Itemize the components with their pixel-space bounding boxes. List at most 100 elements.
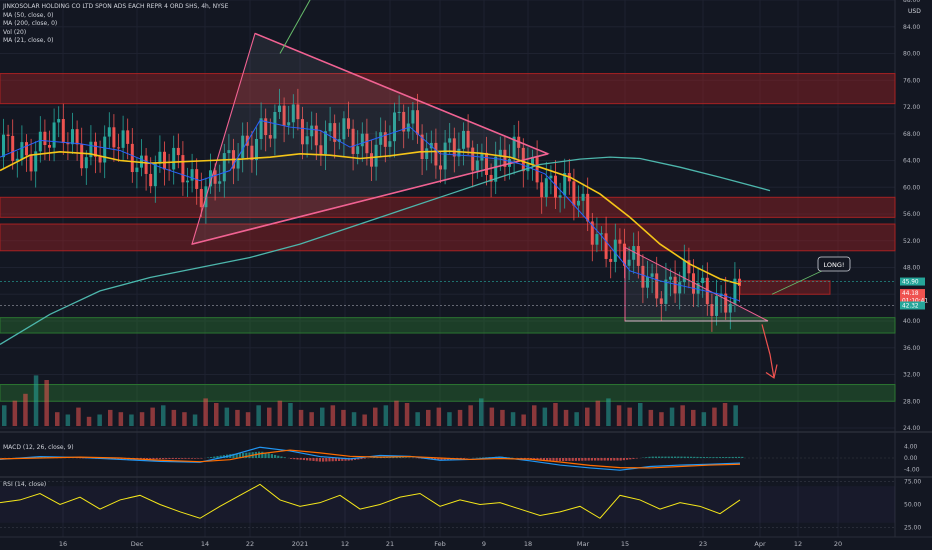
candle-body	[15, 158, 19, 161]
y-tick-label: 28.00	[903, 398, 920, 405]
projection-arrow	[761, 324, 775, 378]
candle-body	[558, 195, 562, 198]
price-label-box	[900, 277, 925, 286]
rsi-line	[0, 483, 741, 519]
volume-bar	[510, 412, 516, 426]
volume-bar	[468, 405, 473, 426]
candle-body	[250, 145, 254, 161]
rsi-title: RSI (14, close)	[3, 481, 46, 488]
moving-averages	[0, 119, 895, 345]
macd-hist-bar	[619, 458, 622, 461]
candle-body	[310, 125, 314, 137]
macd-hist-bar	[574, 458, 577, 461]
macd-hist-bar	[728, 456, 731, 458]
macd-hist-bar	[734, 456, 737, 458]
macd-tick-label: 4.00	[904, 444, 918, 451]
indicator-ma50[interactable]: MA (50, close, 0)	[3, 11, 54, 19]
indicator-vol[interactable]: Vol (20)	[3, 28, 27, 36]
macd-hist-bar	[645, 457, 648, 458]
macd-hist-bar	[405, 457, 408, 458]
candle-body	[135, 167, 139, 173]
macd-hist-bar	[280, 456, 283, 458]
macd-hist-bar	[722, 457, 725, 458]
volume-bar	[733, 405, 738, 426]
volume-bar	[479, 398, 484, 426]
candle-body	[388, 141, 392, 147]
macd-hist-bar	[699, 456, 702, 458]
x-tick-label: 16	[59, 540, 67, 548]
candle-body	[351, 128, 355, 154]
candle-body	[356, 146, 360, 154]
candle-body	[659, 298, 663, 304]
macd-hist-bar	[648, 456, 651, 458]
macd-hist-bar	[536, 458, 539, 461]
signal-line	[0, 449, 741, 469]
y-tick-label: 88.00	[903, 0, 920, 4]
candle-body	[43, 131, 47, 146]
indicator-ma200[interactable]: MA (200, close, 0)	[3, 20, 58, 28]
indicator-ma21[interactable]: MA (21, close, 0)	[3, 37, 54, 45]
rsi-pane: RSI (14, close) 75.00 50.00 25.00	[0, 479, 921, 531]
macd-hist-bar	[258, 451, 261, 458]
macd-hist-bar	[622, 458, 625, 461]
macd-hist-bar	[610, 458, 613, 461]
volume-bar	[362, 414, 367, 426]
y-tick-label: 32.00	[903, 372, 920, 379]
x-tick-label: 23	[699, 540, 707, 548]
macd-hist-bar	[120, 458, 123, 460]
y-tick-label: 40.00	[903, 318, 920, 325]
candle-body	[268, 135, 272, 139]
macd-hist-bar	[325, 458, 328, 462]
macd-hist-bar	[680, 456, 683, 458]
candle-body	[618, 239, 622, 244]
candle-body	[57, 119, 61, 123]
trendline-lower	[191, 153, 549, 245]
volume-bar	[97, 414, 102, 426]
macd-hist-bar	[341, 458, 344, 461]
macd-hist-bar	[597, 458, 600, 461]
candle-body	[144, 155, 148, 174]
volume-bar	[542, 407, 548, 426]
macd-hist-bar	[162, 458, 165, 460]
candle-body	[291, 104, 295, 123]
volume-bar	[436, 407, 442, 426]
candle-body	[595, 234, 599, 245]
price-label-text: 44.18	[902, 291, 919, 297]
x-tick-label: 12	[794, 540, 802, 548]
candle-body	[337, 139, 341, 142]
candle-body	[61, 119, 65, 144]
x-tick-label: Mar	[577, 540, 590, 548]
candle-body	[600, 233, 603, 235]
macd-hist-bar	[654, 456, 657, 458]
candle-body	[130, 143, 134, 173]
candle-body	[374, 144, 378, 167]
volume-bar	[585, 407, 590, 426]
candle-body	[324, 131, 327, 155]
candle-body	[94, 141, 97, 157]
macd-hist-bar	[312, 458, 315, 461]
candle-body	[80, 144, 84, 169]
macd-hist-bar	[194, 458, 197, 459]
candle-body	[71, 129, 74, 145]
x-tick-label: Apr	[754, 540, 766, 548]
candle-body	[494, 156, 498, 182]
volume-bar	[256, 405, 261, 426]
volume-bar	[532, 405, 537, 426]
candle-body	[715, 296, 718, 316]
macd-hist-bar	[562, 458, 565, 462]
volume-bar	[33, 375, 39, 426]
macd-hist-bar	[693, 456, 696, 458]
candle-body	[84, 157, 88, 169]
rsi-band	[0, 486, 895, 523]
volume-bar	[404, 403, 410, 426]
macd-hist-bar	[165, 458, 168, 460]
macd-hist-bar	[264, 452, 267, 458]
price-label-box	[900, 289, 925, 298]
candle-body	[554, 175, 557, 198]
candle-body	[425, 148, 429, 160]
macd-hist-bar	[296, 458, 299, 460]
macd-hist-bar	[197, 458, 200, 459]
macd-hist-bar	[686, 456, 689, 458]
volume-bar	[691, 409, 696, 426]
